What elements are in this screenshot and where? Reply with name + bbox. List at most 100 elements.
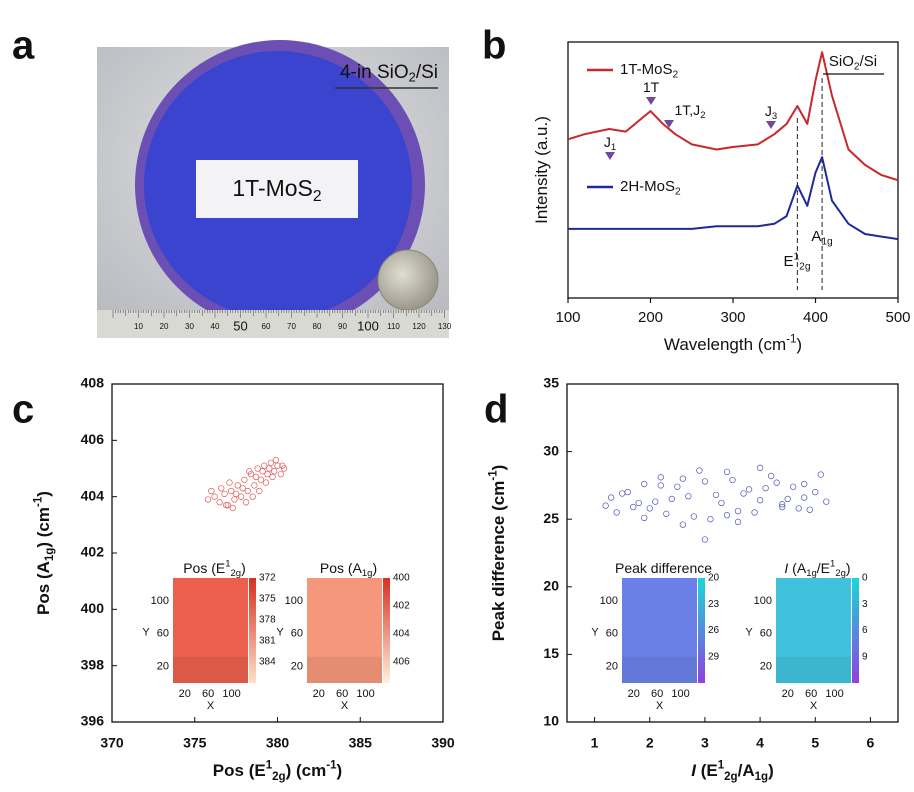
colorbar-tick-label: 0 [862, 573, 868, 584]
ruler-label: 60 [262, 322, 271, 331]
colorbar-tick-label: 372 [259, 573, 276, 584]
legend-label: 2H-MoS2 [620, 178, 681, 197]
panel-letter: a [12, 24, 35, 68]
data-point [630, 503, 637, 511]
text-part: 1T,J [675, 102, 701, 118]
data-point [646, 505, 653, 512]
data-point [208, 487, 215, 495]
panel-letter: d [484, 388, 508, 432]
data-point [679, 521, 686, 528]
colorbar-tick-label: 9 [862, 651, 868, 662]
data-point [734, 518, 742, 526]
tick-label: 6 [867, 735, 875, 751]
text-part: Pos (E [213, 761, 266, 780]
data-point [224, 501, 232, 509]
x-axis-label: Wavelength (cm-1) [664, 334, 802, 355]
inset-tick-label: 60 [157, 628, 169, 640]
tick-label: 370 [100, 735, 124, 751]
data-point [657, 482, 664, 489]
tick-label: 380 [266, 735, 290, 751]
tick-label: 300 [720, 309, 745, 326]
colorbar [383, 578, 390, 683]
tick-label: 25 [543, 510, 559, 526]
data-point [729, 476, 736, 484]
inset-tick-label: 100 [671, 688, 689, 700]
colorbar-tick-label: 6 [862, 625, 868, 636]
peak-marker [664, 120, 674, 128]
data-point [257, 476, 265, 483]
ruler-label: 100 [357, 318, 379, 333]
ruler-label: 90 [338, 322, 347, 331]
data-point [237, 493, 245, 500]
annotation: E12g [783, 251, 810, 272]
data-point [619, 490, 626, 497]
ruler-label: 20 [160, 322, 169, 331]
text-part: /Si [860, 53, 878, 70]
data-point [228, 487, 235, 495]
data-point [718, 499, 725, 507]
data-point [784, 495, 791, 503]
text-part: 2 [700, 110, 705, 121]
text-part: 1 [718, 760, 725, 772]
data-point [652, 498, 659, 505]
text-part: SiO [829, 53, 854, 70]
text-part: -1 [786, 334, 796, 346]
data-point [801, 480, 808, 488]
tick-label: 3 [701, 735, 709, 751]
text-part: 2 [673, 69, 679, 80]
data-point [256, 487, 263, 495]
text-part: 2g [231, 568, 242, 579]
text-part: J [604, 134, 611, 150]
tick-label: 10 [543, 713, 559, 729]
text-part: ) [489, 465, 508, 471]
text-part: (E [696, 761, 718, 780]
inset-axis-label: X [810, 700, 818, 712]
peak-marker [605, 152, 615, 160]
annotation: 1T [643, 79, 660, 95]
inset-axis-label: Y [745, 626, 753, 638]
data-point [806, 506, 813, 513]
data-point [271, 468, 278, 475]
data-point [274, 462, 281, 469]
coin [377, 249, 439, 311]
spectrum-line [567, 51, 899, 182]
inset-axis-label: X [207, 700, 215, 712]
data-point [707, 516, 714, 523]
text-part: J [765, 103, 772, 119]
data-point [251, 482, 258, 489]
data-point [674, 483, 681, 490]
tick-label: 406 [81, 431, 105, 447]
data-point [221, 490, 228, 498]
text-part: ) [241, 560, 246, 576]
data-point [239, 485, 246, 492]
text-part: 1T-MoS [620, 61, 673, 78]
data-point [252, 473, 260, 481]
data-point [262, 479, 270, 486]
ruler-label: 10 [134, 322, 143, 331]
tick-label: 5 [811, 735, 819, 751]
text-part: ) [372, 560, 377, 576]
inset-title: Pos (A1g) [320, 560, 377, 579]
colorbar-tick-label: 381 [259, 636, 276, 647]
inset-title: Peak difference [615, 560, 712, 576]
data-point [254, 465, 261, 472]
inset-tick-label: 100 [222, 688, 240, 700]
tick-label: 390 [431, 735, 455, 751]
text-part: 1g [362, 568, 373, 579]
data-point [779, 501, 786, 508]
text-part: 2g [835, 568, 846, 579]
inset-axis-label: Y [142, 626, 150, 638]
data-point [241, 476, 248, 483]
y-axis-label: Peak difference (cm-1) [488, 465, 509, 642]
text-part: 1 [794, 251, 800, 262]
text-part: /Si [416, 62, 438, 83]
text-part: ) [796, 335, 802, 354]
data-point [663, 510, 670, 517]
ruler-label: 110 [387, 322, 400, 331]
tick-label: 400 [803, 309, 828, 326]
tick-label: 404 [81, 487, 105, 503]
data-point [817, 471, 824, 478]
data-point [279, 462, 286, 469]
text-part: 2H-MoS [620, 178, 675, 195]
data-point [613, 509, 620, 516]
